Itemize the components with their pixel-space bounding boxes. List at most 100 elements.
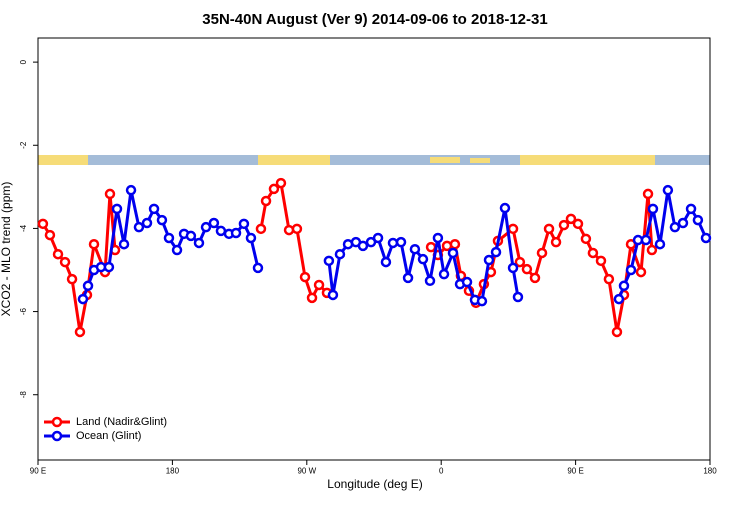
data-point <box>260 195 272 207</box>
y-tick-label: -4 <box>19 224 28 232</box>
data-point <box>255 223 267 235</box>
x-tick-label: 90 E <box>567 467 583 476</box>
data-point <box>692 214 704 226</box>
data-point <box>572 218 584 230</box>
data-point <box>208 217 220 229</box>
data-point <box>387 237 399 249</box>
data-point <box>37 218 49 230</box>
data-point <box>642 188 654 200</box>
x-tick-label: 90 E <box>30 467 46 476</box>
data-point <box>432 232 444 244</box>
data-point <box>603 273 615 285</box>
legend-marker <box>51 430 63 442</box>
data-point <box>372 232 384 244</box>
data-point <box>646 244 658 256</box>
data-point <box>483 254 495 266</box>
data-point <box>595 255 607 267</box>
data-point <box>357 240 369 252</box>
data-point <box>215 225 227 237</box>
data-point <box>490 246 502 258</box>
data-point <box>103 261 115 273</box>
data-point <box>647 203 659 215</box>
data-point <box>640 234 652 246</box>
data-point <box>88 238 100 250</box>
data-point <box>148 203 160 215</box>
data-point <box>536 247 548 259</box>
data-point <box>275 177 287 189</box>
data-point <box>52 248 64 260</box>
data-point <box>625 264 637 276</box>
data-point <box>323 255 335 267</box>
data-point <box>111 203 123 215</box>
data-point <box>669 221 681 233</box>
data-point <box>327 289 339 301</box>
data-point <box>283 224 295 236</box>
data-point <box>662 184 674 196</box>
data-point <box>565 213 577 225</box>
data-point <box>185 230 197 242</box>
data-point <box>104 188 116 200</box>
data-point <box>514 256 526 268</box>
data-point <box>291 223 303 235</box>
data-point <box>238 218 250 230</box>
data-point <box>677 217 689 229</box>
y-tick-label: -2 <box>19 141 28 149</box>
data-point <box>156 214 168 226</box>
data-point <box>74 326 86 338</box>
data-point <box>395 236 407 248</box>
data-point <box>507 223 519 235</box>
legend-marker <box>51 416 63 428</box>
legend-label: Land (Nadir&Glint) <box>76 416 167 428</box>
data-point <box>133 221 145 233</box>
data-point <box>299 271 311 283</box>
data-point <box>587 247 599 259</box>
data-point <box>438 268 450 280</box>
chart-title: 35N-40N August (Ver 9) 2014-09-06 to 201… <box>202 11 547 28</box>
map-strip <box>38 155 710 165</box>
data-point <box>461 276 473 288</box>
data-point <box>125 184 137 196</box>
data-point <box>685 203 697 215</box>
data-point <box>44 229 56 241</box>
data-point <box>613 293 625 305</box>
x-tick-label: 0 <box>439 467 444 476</box>
data-point <box>580 233 592 245</box>
data-point <box>380 256 392 268</box>
data-point <box>476 295 488 307</box>
data-point <box>425 241 437 253</box>
data-point <box>409 243 421 255</box>
data-point <box>635 266 647 278</box>
plot-frame <box>37 37 711 461</box>
data-point <box>77 293 89 305</box>
data-point <box>499 202 511 214</box>
y-tick-label: -6 <box>19 307 28 315</box>
data-point <box>252 262 264 274</box>
data-point <box>529 272 541 284</box>
data-point <box>334 248 346 260</box>
data-point <box>66 273 78 285</box>
data-point <box>313 279 325 291</box>
x-tick-label: 180 <box>703 467 717 476</box>
data-point <box>59 256 71 268</box>
x-tick-label: 90 W <box>297 467 316 476</box>
data-point <box>521 263 533 275</box>
data-point <box>82 280 94 292</box>
data-point <box>306 292 318 304</box>
data-point <box>193 237 205 249</box>
data-point <box>402 272 414 284</box>
data-point <box>512 291 524 303</box>
y-tick-label: -8 <box>19 391 28 399</box>
data-point <box>447 247 459 259</box>
data-point <box>200 221 212 233</box>
data-point <box>611 326 623 338</box>
data-point <box>543 223 555 235</box>
data-point <box>449 238 461 250</box>
data-point <box>618 280 630 292</box>
data-point <box>245 232 257 244</box>
data-point <box>230 227 242 239</box>
y-tick-label: 0 <box>19 59 28 64</box>
data-point <box>654 238 666 250</box>
data-point <box>417 253 429 265</box>
